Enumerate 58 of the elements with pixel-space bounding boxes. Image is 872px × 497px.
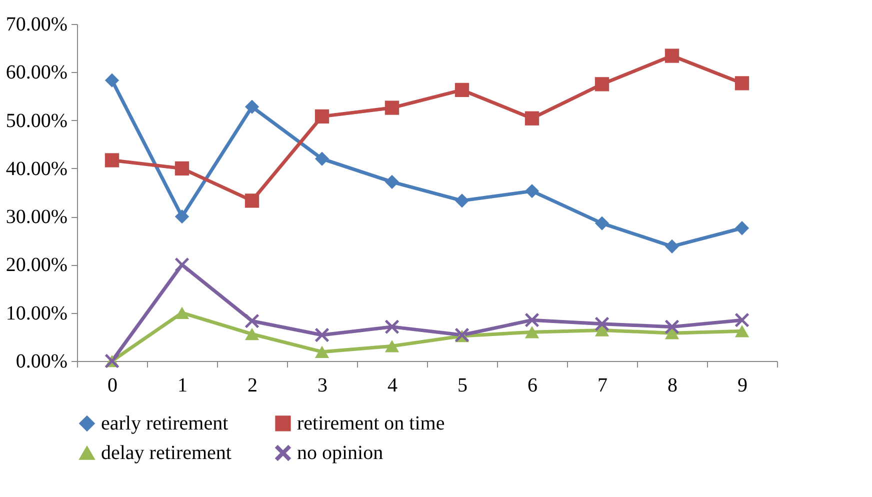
point: [314, 109, 330, 124]
point: [594, 316, 610, 331]
point: [244, 194, 260, 208]
point: [664, 320, 680, 334]
x-tick-label: 9: [738, 374, 748, 396]
point: [314, 346, 330, 358]
x-tick-label: 8: [668, 374, 678, 396]
point: [664, 48, 680, 63]
point: [244, 314, 260, 328]
point: [734, 313, 750, 328]
legend-label: no opinion: [297, 442, 384, 464]
point: [104, 73, 120, 88]
point: [244, 100, 260, 114]
point: [524, 326, 540, 338]
y-tick-label: 30.00%: [6, 206, 68, 228]
point: [734, 76, 750, 90]
point: [524, 111, 540, 126]
x-tick-label: 3: [318, 374, 328, 396]
point: [384, 320, 400, 334]
point: [734, 325, 750, 338]
point: [384, 340, 400, 352]
y-tick-label: 0.00%: [16, 350, 68, 372]
x-tick-label: 2: [248, 374, 258, 396]
point: [454, 194, 470, 208]
y-tick-label: 70.00%: [6, 14, 68, 36]
x-tick-label: 6: [528, 374, 538, 396]
y-tick-label: 10.00%: [6, 302, 68, 324]
point: [244, 328, 260, 340]
x-tick-label: 4: [388, 374, 398, 396]
point: [384, 100, 400, 115]
point: [594, 216, 610, 230]
legend-label: early retirement: [101, 412, 229, 434]
point: [384, 174, 400, 189]
x-tick-label: 7: [598, 374, 608, 396]
point: [594, 77, 610, 92]
point: [664, 326, 680, 340]
point: [174, 210, 190, 224]
y-tick-label: 20.00%: [6, 254, 68, 276]
point: [314, 328, 330, 342]
x-tick-label: 5: [458, 374, 468, 396]
y-tick-label: 40.00%: [6, 158, 68, 180]
x-tick-label: 1: [178, 374, 188, 396]
point: [174, 306, 190, 319]
point: [104, 153, 120, 168]
point: [174, 161, 190, 176]
point: [524, 184, 540, 198]
point: [664, 239, 680, 254]
legend-label: delay retirement: [101, 442, 232, 464]
point: [174, 258, 190, 272]
y-tick-label: 60.00%: [6, 62, 68, 84]
point: [524, 313, 540, 328]
point: [734, 221, 750, 236]
x-tick-label: 0: [108, 374, 118, 396]
point: [314, 152, 330, 166]
y-tick-label: 50.00%: [6, 110, 68, 132]
point: [454, 82, 470, 98]
legend-label: retirement on time: [297, 412, 445, 434]
point: [594, 324, 610, 336]
